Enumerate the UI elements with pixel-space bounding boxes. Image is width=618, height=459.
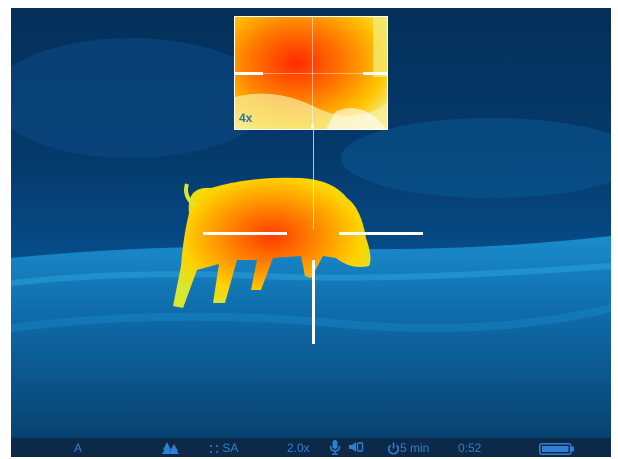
battery-icon bbox=[539, 441, 575, 455]
auto-off-indicator: 5 min bbox=[387, 441, 429, 455]
microphone-icon bbox=[329, 439, 341, 455]
reticle-right-arm bbox=[339, 232, 423, 235]
stadiametric-label: SA bbox=[222, 441, 239, 455]
reticle-bottom-arm bbox=[312, 260, 315, 344]
clock-time: 0:52 bbox=[458, 441, 482, 455]
reticle-left-arm bbox=[203, 232, 287, 235]
video-record-icon bbox=[348, 439, 364, 455]
pip-thermal-image bbox=[235, 17, 387, 129]
auto-off-value: 5 min bbox=[400, 441, 430, 455]
thermal-scene bbox=[11, 38, 611, 440]
picture-in-picture-window: 4x bbox=[234, 16, 388, 130]
boar-heat-signature bbox=[173, 177, 371, 308]
zoom-indicator: 2.0x bbox=[287, 441, 310, 455]
trees-icon bbox=[162, 440, 180, 455]
reticle-center-thin-vertical bbox=[313, 130, 314, 230]
power-icon bbox=[387, 442, 400, 455]
stadiametric-rangefinder: SA bbox=[209, 441, 238, 455]
pip-zoom-label: 4x bbox=[239, 111, 253, 125]
mode-indicator: A bbox=[74, 441, 83, 455]
stadiametric-icon bbox=[210, 444, 218, 453]
status-bar: A SA 2.0x 5 min 0:52 bbox=[11, 438, 611, 457]
